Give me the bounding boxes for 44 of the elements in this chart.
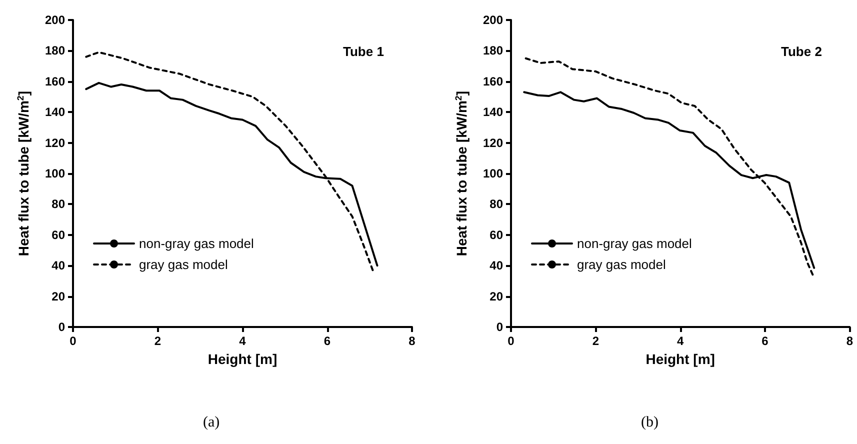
y-tick-label: 180 xyxy=(44,44,66,58)
legend-label: non-gray gas model xyxy=(139,236,254,251)
y-tick-label: 200 xyxy=(482,13,504,27)
legend-label: gray gas model xyxy=(139,257,228,272)
y-tick-label: 180 xyxy=(482,44,504,58)
y-tick-label: 200 xyxy=(44,13,66,27)
x-tick-label: 6 xyxy=(762,334,769,348)
annotation: Tube 1 xyxy=(343,44,384,59)
y-axis-title: Heat flux to tube [kW/m2] xyxy=(16,90,32,256)
x-tick-label: 4 xyxy=(239,334,246,348)
y-tick-label: 0 xyxy=(58,320,66,334)
y-tick-label: 160 xyxy=(44,74,66,88)
x-tick-label: 4 xyxy=(676,334,684,348)
annotation: Tube 2 xyxy=(781,44,822,59)
x-axis-title: Height [m] xyxy=(208,351,278,367)
x-tick-label: 8 xyxy=(846,334,854,348)
y-tick-label: 140 xyxy=(482,105,504,120)
y-tick-label: 80 xyxy=(52,197,66,212)
y-axis-title: Heat flux to tube [kW/m2] xyxy=(454,90,470,256)
x-tick-label: 8 xyxy=(408,334,416,348)
legend-label: gray gas model xyxy=(577,257,666,272)
y-tick-label: 60 xyxy=(490,228,504,242)
y-tick-label: 40 xyxy=(52,258,66,273)
x-tick-label: 0 xyxy=(70,334,77,348)
y-tick-label: 140 xyxy=(44,105,66,120)
y-tick-label: 60 xyxy=(52,228,66,242)
y-tick-label: 100 xyxy=(482,166,504,180)
x-tick-label: 6 xyxy=(324,334,331,348)
text: (a) xyxy=(203,414,220,430)
x-axis-title: Height [m] xyxy=(646,351,715,367)
y-tick-label: 100 xyxy=(44,166,66,180)
y-tick-label: 120 xyxy=(44,136,66,150)
y-tick-label: 0 xyxy=(496,320,504,334)
y-tick-label: 160 xyxy=(482,74,504,88)
text: (b) xyxy=(641,414,658,430)
y-tick-label: 80 xyxy=(490,197,504,212)
y-tick-label: 20 xyxy=(52,289,66,304)
x-tick-label: 2 xyxy=(592,334,600,348)
y-tick-label: 120 xyxy=(482,136,504,150)
x-tick-label: 2 xyxy=(154,334,162,348)
x-tick-label: 0 xyxy=(508,334,515,348)
y-tick-label: 40 xyxy=(490,258,504,273)
legend-label: non-gray gas model xyxy=(577,236,692,251)
y-tick-label: 20 xyxy=(490,289,504,304)
